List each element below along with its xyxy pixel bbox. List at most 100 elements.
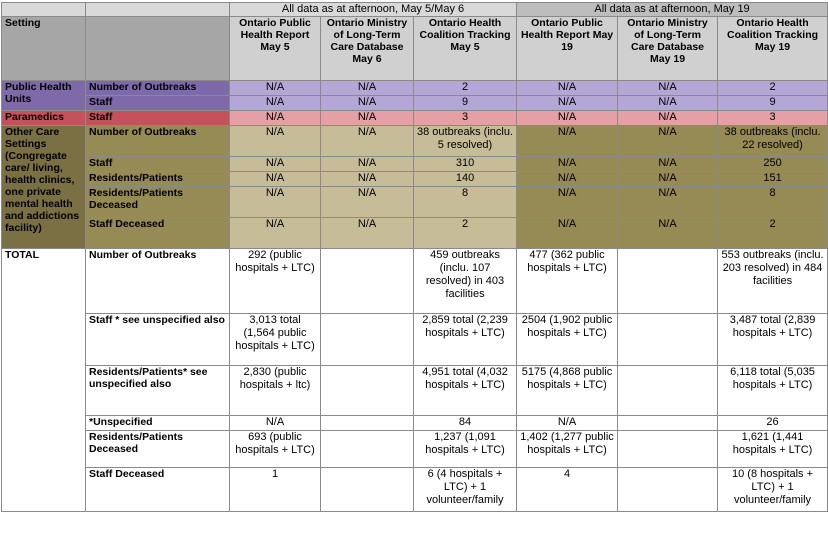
table-cell (320, 430, 414, 468)
table-cell: N/A (516, 156, 619, 172)
table-cell: 292 (public hospitals + LTC) (229, 248, 321, 314)
table-cell (320, 467, 414, 512)
table-cell: 3 (717, 110, 828, 126)
corner-cell (1, 2, 86, 17)
table-cell: 6,118 total (5,035 hospitals + LTC) (717, 365, 828, 416)
row-label: Number of Outbreaks (85, 125, 230, 157)
table-cell (617, 248, 719, 314)
table-cell: N/A (229, 95, 321, 111)
label-header (85, 16, 230, 81)
table-cell: N/A (229, 217, 321, 249)
table-cell (617, 365, 719, 416)
col-header: Ontario Public Health Report May 5 (229, 16, 321, 81)
table-cell: 477 (362 public hospitals + LTC) (516, 248, 619, 314)
table-cell (320, 248, 414, 314)
table-cell (617, 430, 719, 468)
table-cell: N/A (320, 171, 414, 187)
table-cell: N/A (229, 80, 321, 96)
group-header-may19: All data as at afternoon, May 19 (516, 2, 828, 17)
setting-total: TOTAL (1, 248, 86, 512)
table-cell: N/A (617, 217, 719, 249)
col-header: Ontario Ministry of Long-Term Care Datab… (617, 16, 719, 81)
table-cell: N/A (320, 186, 414, 218)
row-label: Staff (85, 95, 230, 111)
row-label: Residents/Patients Deceased (85, 186, 230, 218)
table-cell: N/A (516, 125, 619, 157)
setting-paramedics: Paramedics (1, 110, 86, 126)
outbreak-data-table: All data as at afternoon, May 5/May 6 Al… (1, 2, 828, 512)
table-cell: N/A (617, 80, 719, 96)
table-cell: 140 (412, 171, 518, 187)
table-cell: 3 (412, 110, 518, 126)
table-cell: N/A (617, 95, 719, 111)
table-cell: 10 (8 hospitals + LTC) + 1 volunteer/fam… (717, 467, 828, 512)
table-cell: 26 (717, 415, 828, 431)
table-cell: 2504 (1,902 public hospitals + LTC) (516, 313, 619, 366)
table-cell (617, 467, 719, 512)
table-cell: 250 (717, 156, 828, 172)
table-cell: N/A (516, 186, 619, 218)
table-cell: 9 (717, 95, 828, 111)
table-cell: N/A (617, 125, 719, 157)
table-cell: 459 outbreaks (inclu. 107 resolved) in 4… (412, 248, 518, 314)
table-cell: 5175 (4,868 public hospitals + LTC) (516, 365, 619, 416)
table-cell: 3,487 total (2,839 hospitals + LTC) (717, 313, 828, 366)
table-cell: 8 (412, 186, 518, 218)
table-cell: N/A (320, 125, 414, 157)
table-cell: 2 (717, 217, 828, 249)
table-cell: 693 (public hospitals + LTC) (229, 430, 321, 468)
table-cell: 8 (717, 186, 828, 218)
row-label: *Unspecified (85, 415, 230, 431)
table-cell: 6 (4 hospitals + LTC) + 1 volunteer/fami… (412, 467, 518, 512)
table-cell: N/A (320, 110, 414, 126)
table-cell: 4 (516, 467, 619, 512)
table-cell: 2 (412, 80, 518, 96)
table-cell: N/A (229, 156, 321, 172)
table-cell: 1,402 (1,277 public hospitals + LTC) (516, 430, 619, 468)
table-cell: N/A (229, 186, 321, 218)
row-label: Residents/Patients Deceased (85, 430, 230, 468)
table-cell (320, 365, 414, 416)
row-label: Staff (85, 156, 230, 172)
table-cell: 310 (412, 156, 518, 172)
group-header-may5: All data as at afternoon, May 5/May 6 (228, 2, 518, 17)
table-cell: N/A (320, 95, 414, 111)
table-cell: N/A (516, 110, 619, 126)
table-cell: 151 (717, 171, 828, 187)
setting-header: Setting (1, 16, 86, 81)
setting-public-health-units: Public Health Units (1, 80, 86, 111)
table-cell: 2 (717, 80, 828, 96)
table-cell: N/A (516, 217, 619, 249)
table-cell: 38 outbreaks (inclu. 5 resolved) (412, 125, 518, 157)
row-label: Residents/Patients* see unspecified also (85, 365, 230, 416)
col-header: Ontario Ministry of Long-Term Care Datab… (320, 16, 414, 81)
table-cell (617, 415, 719, 431)
table-cell: N/A (516, 171, 619, 187)
table-cell: 9 (412, 95, 518, 111)
table-cell: N/A (320, 156, 414, 172)
table-cell (320, 313, 414, 366)
setting-other-care: Other Care Settings (Congregate care/ li… (1, 125, 86, 249)
row-label: Staff * see unspecified also (85, 313, 230, 366)
table-cell: N/A (229, 125, 321, 157)
table-cell: N/A (320, 80, 414, 96)
table-cell: 2,859 total (2,239 hospitals + LTC) (412, 313, 518, 366)
table-cell: N/A (229, 171, 321, 187)
table-cell: 1 (229, 467, 321, 512)
table-cell: N/A (617, 186, 719, 218)
corner-cell (85, 2, 230, 17)
col-header: Ontario Health Coalition Tracking May 19 (717, 16, 828, 81)
table-cell: 4,951 total (4,032 hospitals + LTC) (412, 365, 518, 416)
table-cell: 1,621 (1,441 hospitals + LTC) (717, 430, 828, 468)
row-label: Residents/Patients (85, 171, 230, 187)
table-cell: N/A (617, 171, 719, 187)
table-cell: N/A (229, 110, 321, 126)
table-cell: N/A (617, 156, 719, 172)
table-cell: N/A (516, 80, 619, 96)
row-label: Staff Deceased (85, 217, 230, 249)
table-cell: 2 (412, 217, 518, 249)
table-cell (617, 313, 719, 366)
table-cell: N/A (229, 415, 321, 431)
table-cell: N/A (617, 110, 719, 126)
table-cell: 1,237 (1,091 hospitals + LTC) (412, 430, 518, 468)
